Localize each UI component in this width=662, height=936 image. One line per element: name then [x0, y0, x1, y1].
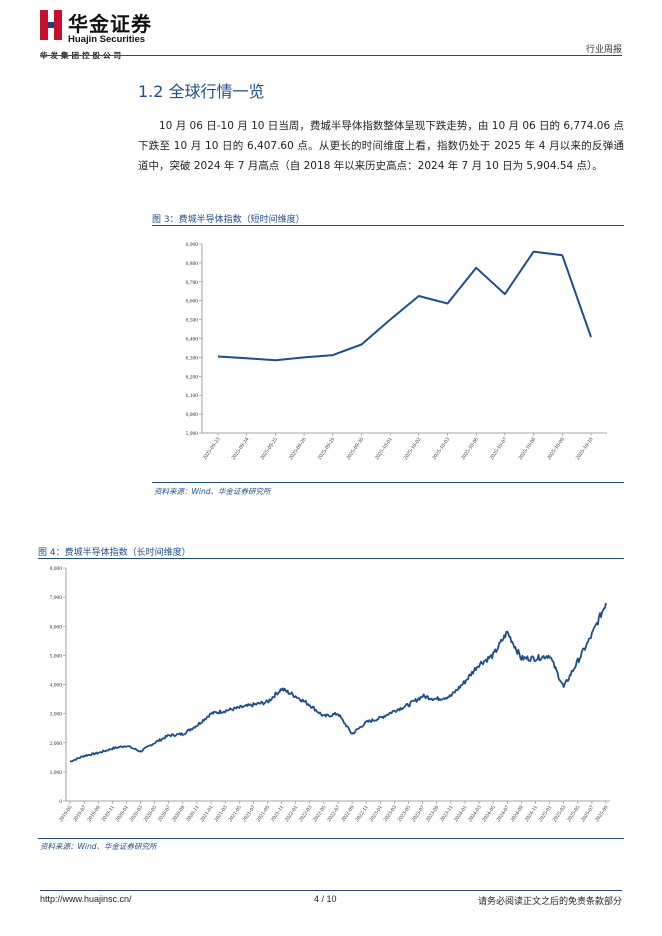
- x-tick-label: 2025-09: [594, 805, 610, 824]
- y-tick-label: 6,000: [186, 412, 199, 418]
- y-tick-label: 0: [59, 799, 62, 805]
- y-tick-label: 6,200: [186, 374, 199, 380]
- x-tick-label: 2022-01: [284, 805, 300, 824]
- x-tick-label: 2024-03: [467, 805, 483, 824]
- x-tick-label: 2025-09-25: [259, 437, 279, 462]
- footer-url[interactable]: http://www.huajinsc.cn/: [40, 894, 132, 904]
- x-tick-label: 2025-09-23: [202, 437, 222, 462]
- x-tick-label: 2025-09-30: [345, 437, 365, 462]
- x-tick-label: 2023-07: [411, 805, 427, 824]
- x-tick-label: 2025-10-08: [518, 437, 538, 462]
- y-tick-label: 6,700: [186, 280, 199, 286]
- x-tick-label: 2023-09: [425, 805, 441, 824]
- series-line: [69, 602, 607, 763]
- section-paragraph: 10 月 06 日-10 月 10 日当周，费城半导体指数整体呈现下跌走势，由 …: [138, 120, 624, 172]
- x-tick-label: 2024-01: [453, 805, 469, 824]
- y-tick-label: 6,100: [186, 393, 199, 399]
- x-tick-label: 2020-03: [129, 805, 145, 824]
- report-type: 行业周报: [585, 45, 622, 55]
- y-tick-label: 2,000: [50, 741, 63, 747]
- x-tick-label: 2020-05: [143, 805, 159, 824]
- footer-divider: [40, 890, 622, 891]
- x-tick-label: 2021-09: [256, 805, 272, 824]
- footer-disclaimer: 请务必阅读正文之后的免责条款部分: [477, 897, 622, 907]
- x-tick-label: 2025-10-07: [489, 437, 509, 462]
- y-tick-label: 7,000: [50, 595, 63, 601]
- y-tick-label: 6,300: [186, 355, 199, 361]
- x-tick-label: 2025-09-24: [231, 437, 251, 462]
- x-tick-label: 2021-05: [227, 805, 243, 824]
- x-tick-label: 2024-07: [495, 805, 511, 824]
- y-tick-label: 6,900: [186, 242, 199, 248]
- x-tick-label: 2021-01: [199, 805, 215, 824]
- figure3-bottom-rule: [152, 482, 624, 483]
- huajin-logo-icon: [40, 10, 62, 40]
- y-tick-label: 4,000: [50, 683, 63, 689]
- figure3-source: 资料来源：Wind、华金证券研究所: [154, 487, 271, 496]
- page-number: 4 / 10: [314, 894, 337, 904]
- x-tick-label: 2019-09: [86, 805, 102, 824]
- y-tick-label: 1,000: [50, 770, 63, 776]
- x-tick-label: 2025-09-26: [288, 437, 308, 462]
- x-tick-label: 2020-01: [115, 805, 131, 824]
- figure3-title: 图 3：费城半导体指数（短时间维度）: [152, 215, 305, 225]
- y-tick-label: 6,400: [186, 337, 199, 343]
- x-tick-label: 2025-03: [552, 805, 568, 824]
- x-tick-label: 2025-10-01: [374, 437, 394, 462]
- y-tick-label: 3,000: [50, 712, 63, 718]
- x-tick-label: 2019-07: [72, 805, 88, 824]
- header-divider: [40, 55, 622, 56]
- x-tick-label: 2025-09-29: [317, 437, 337, 462]
- x-tick-label: 2025-10-03: [432, 437, 452, 462]
- y-tick-label: 6,600: [186, 299, 199, 305]
- company-logo: 华金证券 Huajin Securities 华发集团控股公司: [40, 8, 200, 60]
- x-tick-label: 2025-10-09: [546, 437, 566, 462]
- x-tick-label: 2025-10-10: [575, 437, 595, 462]
- x-tick-label: 2019-05: [58, 805, 74, 824]
- x-tick-label: 2022-09: [340, 805, 356, 824]
- figure4-title: 图 4：费城半导体指数（长时间维度）: [38, 548, 191, 558]
- x-tick-label: 2021-03: [213, 805, 229, 824]
- figure3-chart: 5,900 6,000 6,100 6,200 6,300 6,400 6,500 6,600…: [186, 242, 607, 462]
- logo-chinese-name: 华金证券: [68, 12, 152, 36]
- x-tick-label: 2020-07: [157, 805, 173, 824]
- logo-english-name: Huajin Securities: [68, 34, 146, 45]
- x-tick-label: 2024-05: [481, 805, 497, 824]
- y-tick-label: 8,000: [50, 566, 63, 572]
- y-tick-label: 6,500: [186, 318, 199, 324]
- y-tick-label: 5,900: [186, 431, 199, 437]
- y-tick-label: 6,800: [186, 261, 199, 267]
- figure3-top-rule: [152, 225, 624, 226]
- x-tick-label: 2021-07: [242, 805, 258, 824]
- x-tick-label: 2024-09: [510, 805, 526, 824]
- figure4-top-rule: [38, 558, 624, 559]
- x-tick-label: 2022-05: [312, 805, 328, 824]
- x-tick-label: 2023-01: [369, 805, 385, 824]
- figure4-source: 资料来源：Wind、华金证券研究所: [40, 842, 157, 851]
- section-title: 1.2 全球行情一览: [138, 82, 265, 101]
- x-tick-label: 2023-05: [397, 805, 413, 824]
- x-tick-label: 2025-07: [580, 805, 596, 824]
- x-tick-label: 2025-05: [566, 805, 582, 824]
- series-line: [217, 250, 592, 362]
- x-tick-label: 2023-03: [383, 805, 399, 824]
- y-tick-label: 6,000: [50, 624, 63, 630]
- x-tick-label: 2025-01: [538, 805, 554, 824]
- x-tick-label: 2025-10-02: [403, 437, 423, 462]
- x-tick-label: 2025-10-06: [460, 437, 480, 462]
- x-tick-label: 2022-03: [298, 805, 314, 824]
- x-tick-label: 2020-09: [171, 805, 187, 824]
- y-tick-label: 5,000: [50, 653, 63, 659]
- figure4-bottom-rule: [38, 838, 624, 839]
- figure4-chart: 0 1,000 2,000 3,000 4,000 5,000 6,000 7,000 8,00…: [50, 566, 610, 824]
- x-tick-label: 2022-07: [326, 805, 342, 824]
